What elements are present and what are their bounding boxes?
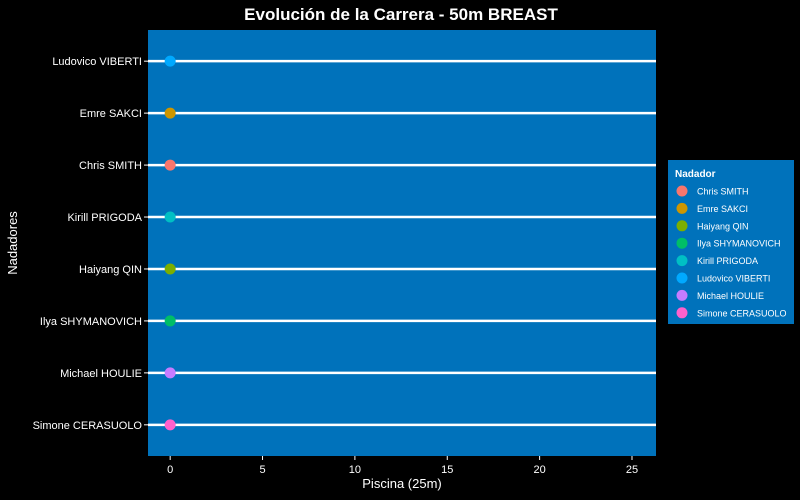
- y-tick-label: Ilya SHYMANOVICH: [40, 316, 142, 328]
- legend-label: Michael HOULIE: [697, 291, 764, 301]
- y-tick-label: Kirill PRIGODA: [67, 212, 142, 224]
- swimmer-point: [164, 55, 176, 67]
- swimmer-point: [164, 211, 176, 223]
- x-tick-label: 20: [533, 464, 545, 476]
- x-tick-label: 15: [441, 464, 453, 476]
- y-tick-label: Ludovico VIBERTI: [52, 56, 142, 68]
- legend-key: [676, 255, 688, 267]
- legend-key: [676, 220, 688, 232]
- plot-panel: [148, 30, 656, 456]
- legend-title: Nadador: [675, 169, 716, 180]
- y-axis-title: Nadadores: [5, 211, 20, 275]
- y-tick-label: Simone CERASUOLO: [33, 420, 143, 432]
- legend-items: Chris SMITH Emre SAKCI Haiyang QIN Ilya SHY…: [676, 185, 787, 319]
- y-tick-label: Emre SAKCI: [80, 108, 142, 120]
- legend-label: Ludovico VIBERTI: [697, 274, 770, 284]
- legend-key: [676, 185, 688, 197]
- legend-key: [676, 307, 688, 319]
- legend-label: Simone CERASUOLO: [697, 308, 787, 318]
- legend: Nadador Chris SMITH Emre SAKCI Haiyang QIN…: [668, 160, 794, 324]
- legend-label: Haiyang QIN: [697, 221, 749, 231]
- swimmer-point: [164, 107, 176, 119]
- legend-key: [676, 202, 688, 214]
- y-tick-label: Michael HOULIE: [60, 368, 142, 380]
- legend-box: [668, 160, 794, 324]
- swimmer-point: [164, 315, 176, 327]
- legend-label: Emre SAKCI: [697, 204, 748, 214]
- swimmer-point: [164, 263, 176, 275]
- y-axis-ticks: Ludovico VIBERTI Emre SAKCI Chris SMITH Kir…: [33, 56, 148, 432]
- swimmer-point: [164, 159, 176, 171]
- lane-lines: [148, 59, 656, 427]
- legend-label: Chris SMITH: [697, 187, 749, 197]
- x-tick-label: 10: [349, 464, 361, 476]
- legend-key: [676, 272, 688, 284]
- x-tick-label: 0: [167, 464, 173, 476]
- y-tick-label: Haiyang QIN: [79, 264, 142, 276]
- x-axis-title: Piscina (25m): [362, 476, 441, 491]
- legend-key: [676, 289, 688, 301]
- y-tick-label: Chris SMITH: [79, 160, 142, 172]
- swimmer-point: [164, 367, 176, 379]
- swimmer-points: [164, 55, 176, 431]
- legend-label: Kirill PRIGODA: [697, 256, 758, 266]
- x-axis-ticks: 0 5 10 15 20 25: [167, 456, 638, 476]
- chart-title: Evolución de la Carrera - 50m BREAST: [244, 5, 558, 24]
- swimmer-point: [164, 419, 176, 431]
- x-tick-label: 5: [259, 464, 265, 476]
- legend-label: Ilya SHYMANOVICH: [697, 239, 781, 249]
- x-tick-label: 25: [626, 464, 638, 476]
- legend-key: [676, 237, 688, 249]
